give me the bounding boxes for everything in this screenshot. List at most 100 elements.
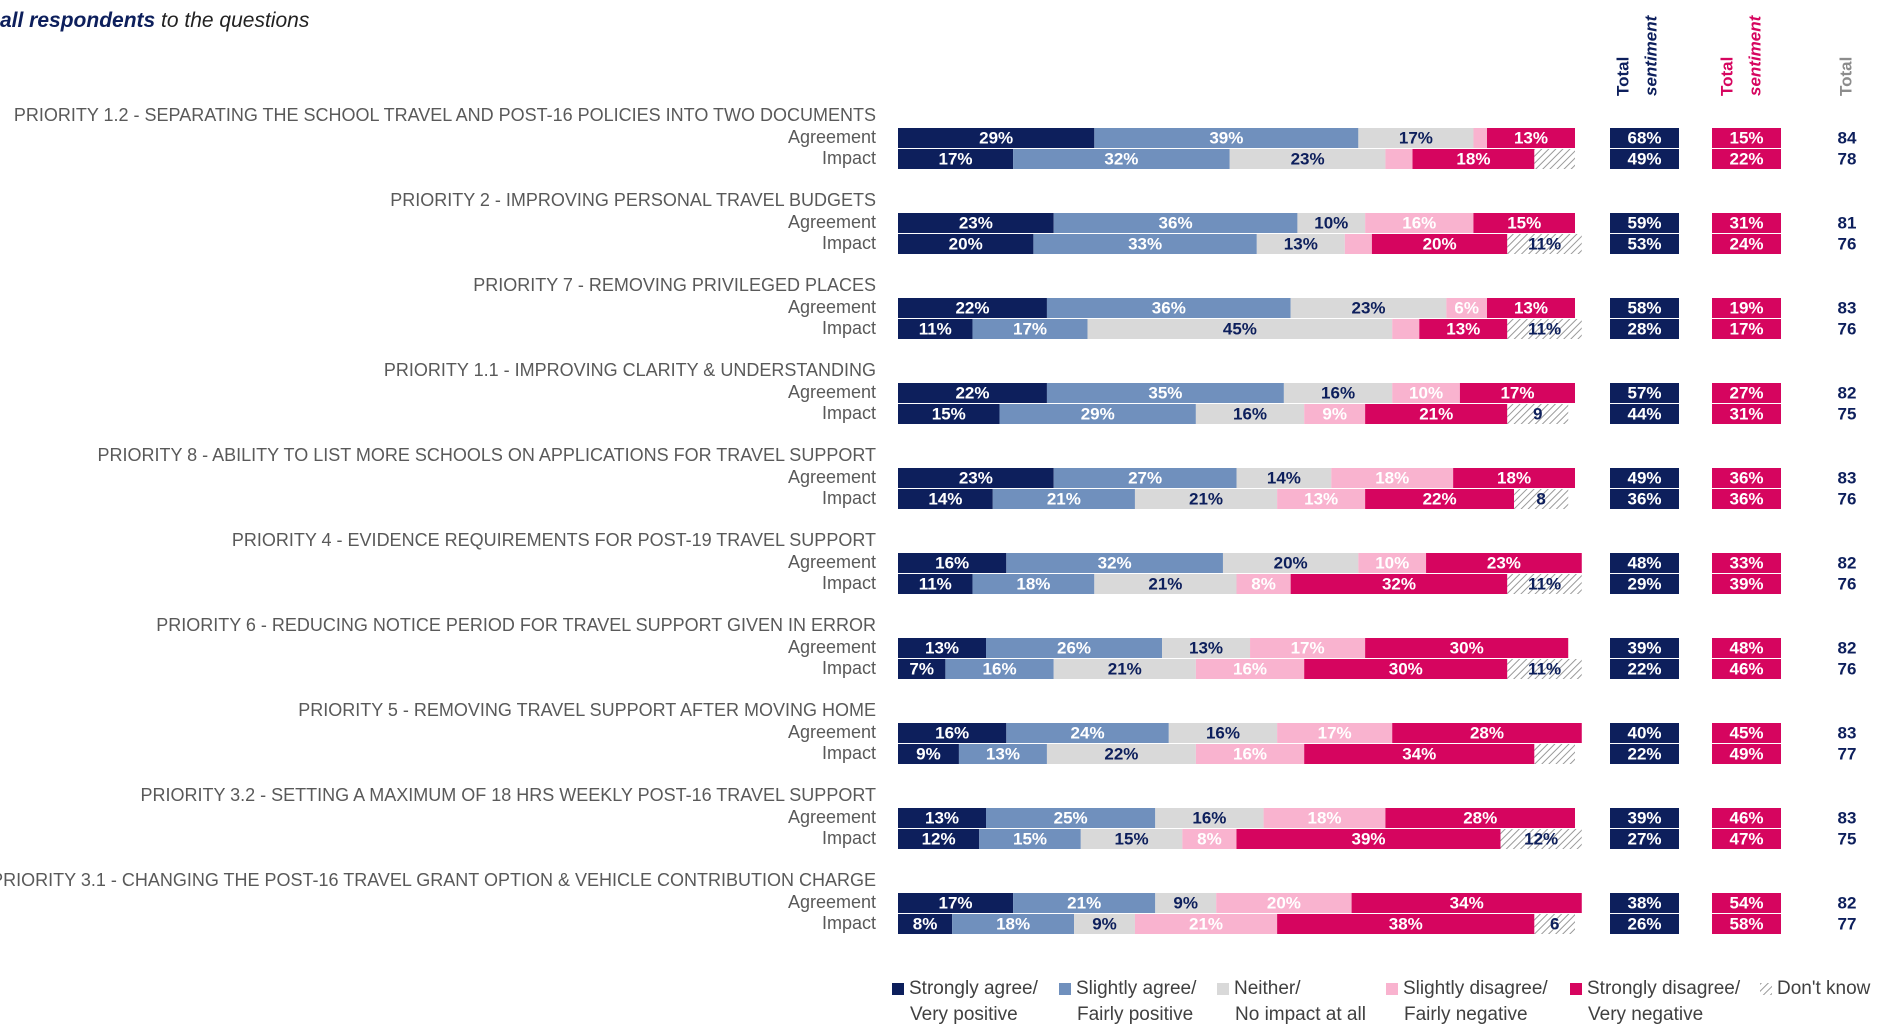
segment-label: 30% bbox=[1389, 659, 1423, 678]
row-label: Impact bbox=[822, 913, 876, 933]
segment-label: 22% bbox=[955, 383, 989, 402]
bar-segment bbox=[1094, 574, 1237, 594]
row-label: Impact bbox=[822, 488, 876, 508]
bar-segment bbox=[1290, 298, 1447, 318]
segment-label: 16% bbox=[1233, 659, 1267, 678]
bar-segment bbox=[1534, 914, 1575, 934]
total-box bbox=[1712, 213, 1781, 233]
bar-segment bbox=[1046, 383, 1284, 403]
segment-label: 13% bbox=[986, 744, 1020, 763]
bar-segment bbox=[1365, 213, 1474, 233]
bar-segment bbox=[1006, 553, 1223, 573]
total-label: 53% bbox=[1627, 234, 1661, 253]
legend-label: Slightly disagree/ bbox=[1403, 978, 1548, 999]
total-label: 19% bbox=[1729, 298, 1763, 317]
segment-label: 15% bbox=[932, 404, 966, 423]
bar-segment bbox=[1195, 659, 1305, 679]
segment-label: 20% bbox=[1274, 553, 1308, 572]
legend-label: Don't know bbox=[1777, 978, 1871, 999]
bar-segment bbox=[999, 404, 1196, 424]
segment-label: 34% bbox=[1402, 744, 1436, 763]
bar-segment bbox=[1385, 149, 1413, 169]
row-label: Impact bbox=[822, 148, 876, 168]
group-title: PRIORITY 1.2 - SEPARATING THE SCHOOL TRA… bbox=[14, 105, 876, 125]
bar-segment bbox=[1426, 553, 1582, 573]
total-label: 49% bbox=[1627, 149, 1661, 168]
segment-label: 21% bbox=[1047, 489, 1081, 508]
segment-label: 6 bbox=[1550, 914, 1559, 933]
total-box bbox=[1610, 213, 1679, 233]
bar-segment bbox=[1236, 829, 1501, 849]
column-header: Total bbox=[1717, 57, 1736, 96]
bar-segment bbox=[1507, 319, 1582, 339]
bar-segment bbox=[898, 468, 1054, 488]
count-label: 81 bbox=[1838, 213, 1857, 232]
segment-label: 11% bbox=[919, 319, 952, 338]
segment-label: 16% bbox=[935, 553, 969, 572]
total-label: 22% bbox=[1627, 659, 1661, 678]
segment-label: 17% bbox=[1318, 723, 1352, 742]
subtitle-emphasis: all respondents bbox=[0, 9, 155, 32]
row-label: Agreement bbox=[788, 127, 876, 147]
total-box bbox=[1712, 404, 1781, 424]
segment-label: 8% bbox=[1197, 829, 1222, 848]
total-box bbox=[1610, 574, 1679, 594]
bar-segment bbox=[972, 574, 1095, 594]
count-label: 77 bbox=[1838, 914, 1857, 933]
total-label: 49% bbox=[1627, 468, 1661, 487]
row-label: Agreement bbox=[788, 637, 876, 657]
bar-segment bbox=[1351, 893, 1582, 913]
total-label: 47% bbox=[1729, 829, 1763, 848]
segment-label: 20% bbox=[1267, 893, 1301, 912]
total-box bbox=[1610, 723, 1679, 743]
bar-segment bbox=[1162, 638, 1251, 658]
count-label: 82 bbox=[1838, 893, 1857, 912]
count-label: 76 bbox=[1838, 574, 1857, 593]
row-label: Agreement bbox=[788, 212, 876, 232]
total-label: 22% bbox=[1729, 149, 1763, 168]
segment-label: 21% bbox=[1189, 489, 1223, 508]
segment-label: 26% bbox=[1057, 638, 1091, 657]
bar-segment bbox=[1453, 468, 1575, 488]
bar-segment bbox=[1297, 213, 1366, 233]
total-label: 24% bbox=[1729, 234, 1763, 253]
segment-label: 34% bbox=[1450, 893, 1484, 912]
bar-segment bbox=[1006, 723, 1169, 743]
bar-segment bbox=[1507, 404, 1569, 424]
segment-label: 21% bbox=[1108, 659, 1142, 678]
bar-segment bbox=[898, 723, 1007, 743]
bar-segment bbox=[1094, 128, 1359, 148]
legend-swatch bbox=[1059, 983, 1071, 995]
segment-label: 21% bbox=[1067, 893, 1101, 912]
legend-swatch bbox=[1760, 983, 1772, 995]
bar-segment bbox=[1412, 149, 1535, 169]
segment-label: 17% bbox=[1500, 383, 1534, 402]
segment-label: 10% bbox=[1314, 213, 1348, 232]
row-label: Agreement bbox=[788, 552, 876, 572]
segment-label: 13% bbox=[1446, 319, 1480, 338]
segment-label: 16% bbox=[935, 723, 969, 742]
bar-segment bbox=[1087, 319, 1393, 339]
bar-segment bbox=[1486, 298, 1575, 318]
total-label: 48% bbox=[1627, 553, 1661, 572]
segment-label: 32% bbox=[1098, 553, 1132, 572]
total-box bbox=[1712, 744, 1781, 764]
total-box bbox=[1610, 149, 1679, 169]
segment-label: 23% bbox=[1487, 553, 1521, 572]
total-label: 27% bbox=[1627, 829, 1661, 848]
segment-label: 9% bbox=[1173, 893, 1198, 912]
bar-segment bbox=[898, 213, 1054, 233]
bar-segment bbox=[1459, 383, 1575, 403]
bar-segment bbox=[1216, 893, 1352, 913]
segment-label: 23% bbox=[1291, 149, 1325, 168]
segment-label: 22% bbox=[1423, 489, 1457, 508]
segment-label: 20% bbox=[949, 234, 983, 253]
segment-label: 17% bbox=[1013, 319, 1047, 338]
row-label: Agreement bbox=[788, 467, 876, 487]
bar-segment bbox=[1365, 638, 1569, 658]
group-title: PRIORITY 6 - REDUCING NOTICE PERIOD FOR … bbox=[156, 615, 876, 635]
bar-segment bbox=[1473, 128, 1487, 148]
bar-segment bbox=[986, 638, 1163, 658]
total-box bbox=[1610, 319, 1679, 339]
total-box bbox=[1610, 404, 1679, 424]
